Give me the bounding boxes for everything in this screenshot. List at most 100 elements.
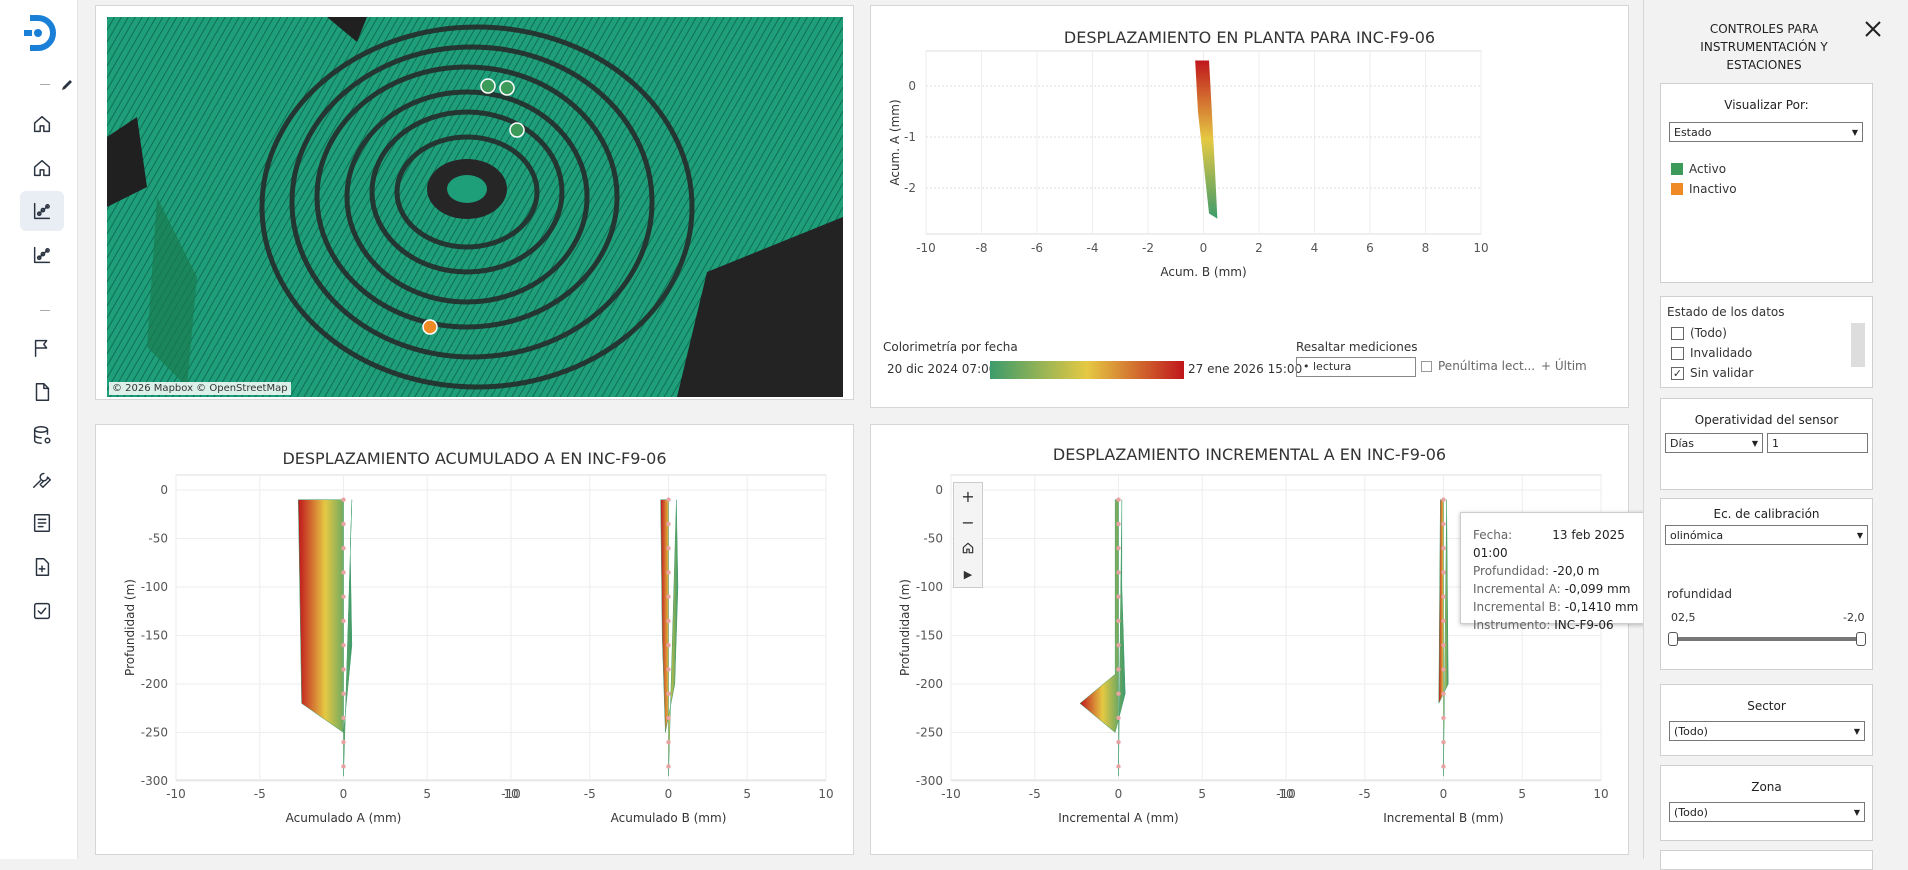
measure-point	[1116, 764, 1121, 769]
sidebar-item-tools[interactable]	[20, 459, 64, 499]
highlight-input[interactable]: • lectura	[1296, 357, 1416, 377]
estado-item[interactable]: (Todo)	[1671, 323, 1753, 343]
zoom-in-button[interactable]: +	[961, 486, 975, 506]
y-tick-label: -50	[148, 532, 168, 546]
color-legend-title: Colorimetría por fecha	[883, 340, 1018, 354]
estado-scrollbar[interactable]	[1851, 323, 1865, 367]
y-tick-label: -150	[916, 629, 943, 643]
measure-point	[1441, 691, 1446, 696]
x-axis-label-a: Acumulado A (mm)	[286, 811, 402, 825]
x-tick-label: 10	[818, 787, 833, 801]
sidebar-item-add-file[interactable]	[20, 547, 64, 587]
measure-point	[341, 618, 346, 624]
zona-select[interactable]: (Todo) ▼	[1669, 802, 1865, 822]
legend-activo: Activo	[1671, 162, 1726, 176]
measure-point	[666, 740, 671, 745]
profile-a	[298, 499, 353, 777]
operatividad-unit-value: Días	[1670, 436, 1694, 450]
x-tick-label: -5	[584, 787, 596, 801]
profundidad-slider-track[interactable]	[1673, 637, 1863, 641]
penultima-label: Penúltima lect...	[1438, 359, 1536, 373]
sidebar-item-home-2[interactable]	[20, 148, 64, 188]
x-tick-label: 5	[423, 787, 431, 801]
sidebar-item-document[interactable]	[20, 372, 64, 412]
zona-label: Zona	[1751, 780, 1782, 794]
y-tick-label: -300	[141, 774, 168, 788]
profundidad-slider-max-handle[interactable]	[1856, 632, 1866, 646]
inc-chart[interactable]: 0-50-100-150-200-250-300-10 -10-5 -50 05 510…	[871, 425, 1630, 856]
y-axis-label: Acum. A (mm)	[888, 99, 902, 185]
checkbox: ✓	[1671, 366, 1684, 380]
measure-point	[666, 570, 671, 575]
sector-select[interactable]: (Todo) ▼	[1669, 721, 1865, 741]
sector-value: (Todo)	[1674, 724, 1708, 738]
y-tick-label: -250	[141, 726, 168, 740]
visualizar-select[interactable]: Estado ▼	[1669, 122, 1863, 142]
sidebar-item-checklist[interactable]	[20, 591, 64, 631]
station-marker-inactive	[422, 319, 438, 335]
app-logo-icon[interactable]	[22, 14, 56, 52]
plan-chart-title: DESPLAZAMIENTO EN PLANTA PARA INC-F9-06	[1063, 28, 1436, 47]
chart-zoom-controls: + − ▶	[953, 482, 983, 588]
operatividad-value-input[interactable]: 1	[1767, 433, 1868, 453]
chevron-down-icon: ▼	[1853, 807, 1860, 817]
tooltip-fecha-value: 13 feb 2025 01:00	[1473, 528, 1625, 560]
penultima-checkbox[interactable]: Penúltima lect...	[1421, 359, 1535, 373]
measure-point	[1116, 618, 1121, 624]
satellite-map[interactable]	[107, 17, 843, 397]
ultima-label: Últim	[1554, 359, 1587, 373]
sidebar-item-chart-2[interactable]	[20, 235, 64, 275]
y-tick-label: -250	[916, 726, 943, 740]
acum-chart[interactable]: 0-50-100-150-200-250-300-10 -10-5 -50 05 510…	[96, 425, 855, 856]
calibracion-select[interactable]: olinómica ▼	[1665, 525, 1868, 545]
measure-point	[1441, 570, 1446, 575]
x-tick-label: 10	[1473, 241, 1488, 255]
ultima-toggle[interactable]: + Últim	[1541, 359, 1587, 373]
legend-inactivo-label: Inactivo	[1689, 182, 1737, 196]
x-tick-label: 5	[1518, 787, 1526, 801]
x-tick-label: 0	[340, 787, 348, 801]
tooltip-inca-value: -0,099 mm	[1564, 582, 1631, 596]
report-icon	[33, 514, 51, 532]
inc-chart-panel: DESPLAZAMIENTO INCREMENTAL A EN INC-F9-0…	[870, 424, 1629, 855]
measure-point	[666, 764, 671, 769]
station-marker-active	[480, 78, 496, 94]
measure-point	[341, 546, 346, 551]
sidebar-item-chart[interactable]	[20, 191, 64, 231]
reset-view-button[interactable]	[954, 535, 982, 561]
y-tick-label: -150	[141, 629, 168, 643]
measure-point	[341, 594, 346, 599]
play-button[interactable]: ▶	[963, 567, 973, 581]
y-tick-label: -100	[916, 580, 943, 594]
sidebar-item-database[interactable]	[20, 415, 64, 455]
estado-item[interactable]: ✓ Sin validar	[1671, 363, 1753, 383]
close-button[interactable]	[1862, 18, 1884, 40]
zona-box: Zona (Todo) ▼	[1660, 765, 1873, 841]
home-icon	[33, 115, 51, 133]
plan-chart[interactable]: -10 -8 -6 -4 -2 0 2 4 6 8 10 0 -1 -2 Acum. B (mm) Acum.…	[871, 6, 1630, 346]
sidebar-item-flag[interactable]	[20, 328, 64, 368]
measure-point	[341, 570, 346, 575]
tooltip-inst-value: INC-F9-06	[1554, 618, 1614, 632]
measure-point	[341, 740, 346, 745]
color-legend-end: 27 ene 2026 15:00	[1188, 362, 1303, 376]
measure-point	[666, 497, 671, 502]
estado-label: Estado de los datos	[1667, 305, 1785, 319]
tooltip-inst-key: Instrumento:	[1473, 618, 1551, 632]
sidebar-item-report[interactable]	[20, 503, 64, 543]
acum-chart-panel: DESPLAZAMIENTO ACUMULADO A EN INC-F9-06 …	[95, 424, 854, 855]
measure-point	[1441, 546, 1446, 551]
measure-point	[341, 497, 346, 502]
sidebar-item-home[interactable]	[20, 104, 64, 144]
estado-item[interactable]: Invalidado	[1671, 343, 1753, 363]
legend-inactivo: Inactivo	[1671, 182, 1737, 196]
tooltip-prof-key: Profundidad:	[1473, 564, 1550, 578]
pencil-icon[interactable]	[60, 78, 74, 92]
chart-icon	[33, 202, 51, 220]
operatividad-unit-select[interactable]: Días ▼	[1665, 433, 1763, 453]
y-tick-label: -50	[923, 532, 943, 546]
zoom-out-button[interactable]: −	[961, 512, 975, 532]
file-add-icon	[35, 558, 50, 576]
profile-b	[660, 499, 679, 777]
profundidad-slider-min-handle[interactable]	[1668, 632, 1678, 646]
